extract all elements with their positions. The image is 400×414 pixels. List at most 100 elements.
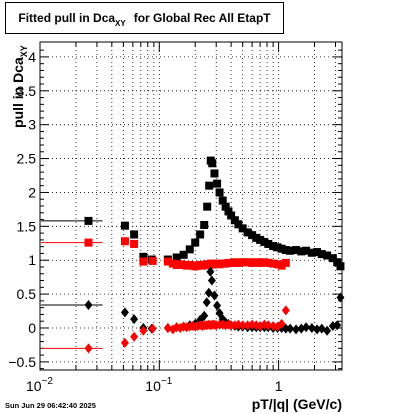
data-point	[130, 239, 139, 248]
data-point	[323, 325, 332, 336]
data-point	[203, 202, 212, 211]
data-point	[264, 239, 273, 248]
y-tick-labels: −0.5 0 0.5 1 1.5 2 2.5 3 3.5 4	[8, 49, 36, 370]
data-point	[172, 253, 181, 262]
data-point	[210, 290, 219, 301]
data-point	[227, 211, 236, 220]
data-point	[313, 324, 322, 335]
data-point	[256, 235, 265, 244]
data-point	[243, 258, 252, 267]
y-tick-label: 0.5	[17, 286, 37, 302]
data-point	[277, 244, 286, 253]
chart-title-tail: for Global Rec All EtapT	[133, 11, 271, 25]
data-point	[323, 251, 332, 260]
data-point	[333, 320, 342, 331]
data-point	[307, 248, 316, 257]
data-point	[256, 258, 265, 267]
data-point	[248, 319, 257, 330]
data-point	[313, 248, 322, 257]
data-point	[206, 266, 215, 277]
y-tick-label: −0.5	[8, 354, 36, 370]
data-point	[269, 259, 278, 268]
data-point	[336, 262, 345, 271]
data-point	[215, 308, 224, 319]
data-point	[286, 246, 295, 255]
data-point	[281, 246, 290, 255]
data-point	[248, 231, 257, 240]
y-axis-label-subscript: XY	[19, 45, 29, 58]
data-point	[163, 257, 172, 266]
axis-ticks	[39, 42, 342, 370]
data-point	[120, 307, 129, 318]
data-point	[185, 245, 194, 254]
data-point	[234, 220, 243, 229]
y-tick-label: 2	[28, 184, 36, 200]
x-tick-label: 1	[275, 378, 283, 394]
data-point	[130, 331, 139, 342]
data-point	[148, 256, 157, 265]
datestamp: Sun Jun 29 06:42:40 2025	[5, 401, 96, 410]
data-point	[120, 237, 129, 246]
data-point	[238, 224, 247, 233]
data-point	[191, 238, 200, 247]
data-point	[218, 196, 227, 205]
data-point	[243, 228, 252, 237]
data-point	[264, 258, 273, 267]
data-point	[207, 275, 216, 286]
data-point	[292, 324, 301, 335]
data-point	[84, 238, 93, 247]
data-point	[307, 322, 316, 333]
data-point	[281, 258, 290, 267]
data-point	[130, 314, 139, 325]
y-tick-label: 1.5	[17, 218, 37, 234]
data-point	[333, 258, 342, 267]
data-point	[328, 254, 337, 263]
data-point	[139, 252, 148, 261]
x-tick-label: 10−2	[26, 376, 53, 394]
data-points	[41, 156, 345, 354]
data-point	[238, 320, 247, 331]
data-point	[264, 320, 273, 331]
data-point	[238, 258, 247, 267]
data-point	[317, 250, 326, 259]
data-point	[200, 220, 209, 229]
gridlines	[39, 42, 342, 370]
data-point	[292, 246, 301, 255]
x-axis-label: pT/|q| (GeV/c)	[251, 396, 342, 412]
data-point	[224, 207, 233, 216]
y-tick-label: 2.5	[17, 151, 37, 167]
data-point	[84, 299, 93, 310]
data-point	[139, 257, 148, 266]
data-point	[205, 181, 214, 190]
y-axis-label: pull in DcaXY	[10, 45, 29, 128]
y-axis-label-main: pull in Dca	[10, 57, 26, 128]
data-point	[277, 318, 286, 329]
data-point	[286, 323, 295, 334]
data-point	[302, 322, 311, 333]
data-point	[281, 323, 290, 334]
x-tick-labels: 10−2 10−1 1	[26, 376, 283, 394]
data-point	[221, 202, 230, 211]
y-tick-label: 3	[28, 117, 36, 133]
data-point	[248, 258, 257, 267]
data-point	[234, 258, 243, 267]
data-point	[297, 247, 306, 256]
chart-title-subscript: XY	[115, 18, 126, 28]
data-point	[120, 221, 129, 230]
data-point	[281, 305, 290, 316]
data-point	[84, 343, 93, 354]
data-point	[84, 216, 93, 225]
y-tick-label: 4	[28, 49, 36, 65]
data-point	[213, 179, 222, 188]
data-point	[120, 337, 129, 348]
data-point	[230, 216, 239, 225]
data-point	[215, 188, 224, 197]
data-point	[148, 323, 157, 334]
y-tick-label: 0	[28, 320, 36, 336]
data-point	[213, 300, 222, 311]
chart-title: Fitted pull in Dca XY for Global Rec All…	[5, 2, 284, 34]
data-point	[130, 230, 139, 239]
data-point	[202, 297, 211, 308]
data-point	[273, 243, 282, 252]
